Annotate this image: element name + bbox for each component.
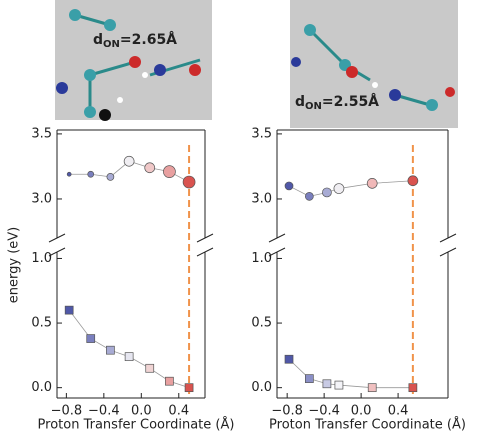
energy-point [144,162,156,174]
x-tick-label: 0.0 [351,404,372,419]
energy-point [106,172,115,181]
axis-break [48,247,66,257]
energy-point [163,165,176,178]
energy-point [284,181,294,191]
y-axis-label: energy (eV) [7,227,22,303]
label-part: d [93,32,103,48]
energy-point [322,187,332,198]
energy-point [407,175,419,187]
label-part: =2.65Å [120,31,177,48]
energy-point [366,177,378,189]
x-tick-label: −0.8 [271,404,303,419]
axis-break [439,247,457,257]
x-axis-label: Proton Transfer Coordinate (Å) [269,417,466,433]
y-tick-label: 1.0 [31,251,52,266]
x-tick-label: 0.0 [131,404,152,419]
energy-point [182,175,196,189]
energy-point [64,305,74,315]
energy-point [165,376,174,386]
axis-break [268,247,286,257]
energy-point [87,170,95,178]
molecule-image [55,0,212,121]
energy-point [334,380,344,390]
energy-point [123,155,135,167]
label-part: d [295,94,305,110]
y-tick-label: 0.0 [31,380,52,395]
energy-point [86,334,96,343]
energy-point [333,183,345,194]
label-part: =2.55Å [322,93,379,110]
axis-break [48,233,66,243]
y-tick-label: 3.0 [251,191,272,206]
connector-line [288,358,413,389]
y-tick-label: 0.5 [31,316,52,331]
connector-line [68,309,190,389]
distance-label: dON=2.65Å [93,31,177,50]
energy-point [305,374,314,383]
energy-point [184,383,194,393]
x-tick-label: 0.4 [388,404,409,419]
distance-label: dON=2.55Å [295,93,379,112]
energy-point [145,363,155,373]
axis-break [439,233,457,243]
y-tick-label: 3.5 [251,126,272,141]
label-sub: ON [103,39,120,50]
y-tick-label: 0.0 [251,380,272,395]
label-sub: ON [305,101,322,112]
energy-point [284,354,294,364]
energy-point [408,383,418,393]
axis-break [196,233,214,243]
x-tick-label: −0.4 [308,404,340,419]
x-tick-label: 0.4 [168,404,189,419]
energy-point [305,192,314,201]
y-tick-label: 3.0 [31,191,52,206]
y-tick-label: 0.5 [251,316,272,331]
energy-point [322,379,332,389]
y-tick-label: 1.0 [251,251,272,266]
axis-break [196,247,214,257]
energy-point [367,383,377,393]
energy-point [106,345,115,355]
x-axis-label: Proton Transfer Coordinate (Å) [38,417,235,433]
x-tick-label: −0.8 [51,404,83,419]
molecule-image [290,0,458,128]
y-tick-label: 3.5 [31,126,52,141]
energy-point [124,352,134,362]
axis-break [268,233,286,243]
energy-point [66,171,72,177]
x-tick-label: −0.4 [88,404,120,419]
